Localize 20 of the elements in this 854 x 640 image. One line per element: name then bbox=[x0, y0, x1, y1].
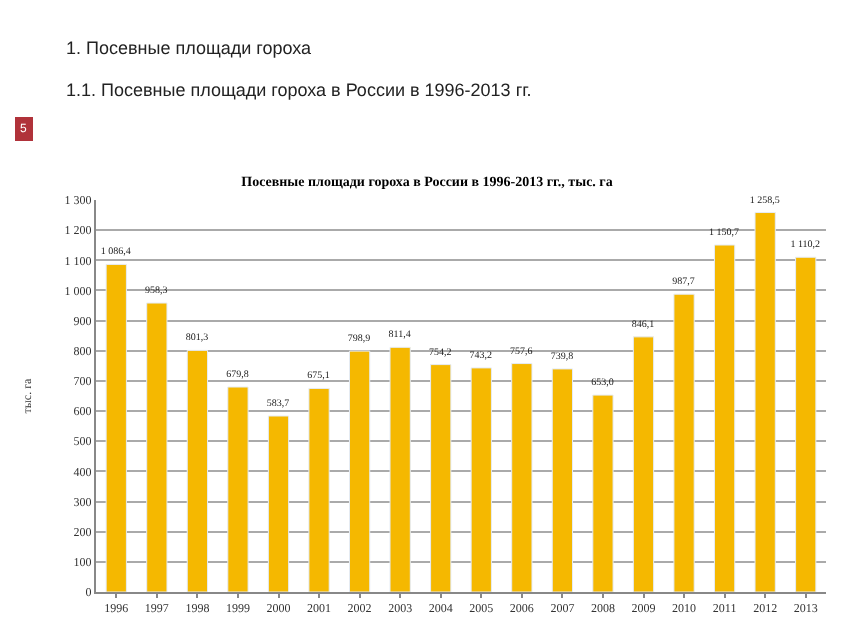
bar bbox=[430, 364, 452, 592]
bar bbox=[632, 336, 655, 592]
bar bbox=[754, 212, 776, 592]
bar bbox=[227, 386, 249, 592]
bar bbox=[389, 346, 411, 592]
text: 1. Посевные площади гороха bbox=[66, 38, 312, 58]
bar bbox=[186, 349, 209, 592]
bar bbox=[146, 302, 168, 592]
bar bbox=[267, 415, 290, 592]
bar bbox=[592, 394, 614, 592]
bar bbox=[673, 293, 695, 592]
bar bbox=[551, 368, 574, 592]
bar bbox=[795, 256, 817, 592]
bar bbox=[105, 263, 127, 592]
text: 1.1. Посевные площади гороха в России в 1996-2013 гг. bbox=[66, 80, 532, 100]
bar bbox=[511, 363, 533, 592]
bar bbox=[308, 387, 330, 592]
bar bbox=[348, 350, 371, 592]
bar bbox=[713, 244, 736, 592]
bar bbox=[470, 367, 492, 592]
